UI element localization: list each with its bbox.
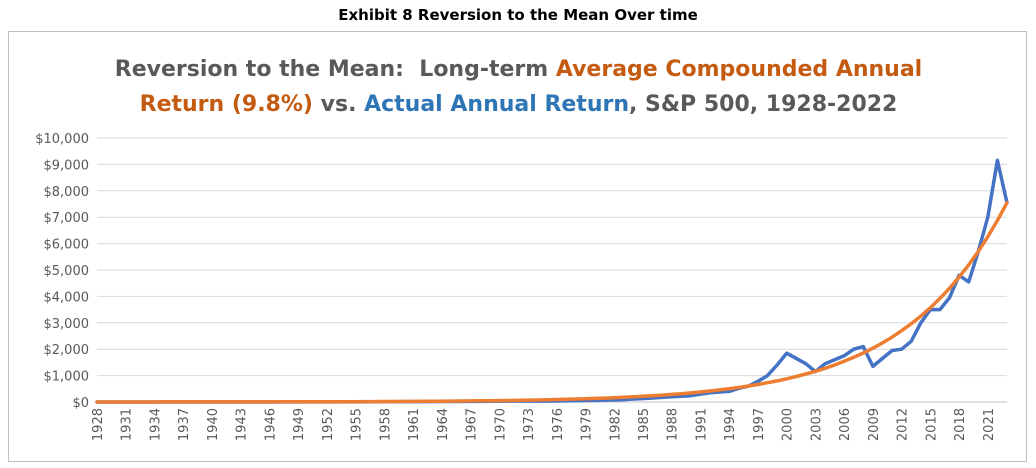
title-segment: Actual Annual Return [364,92,629,117]
x-tick-label: 1988 [666,408,681,441]
x-tick-label: 1964 [436,408,451,441]
chart-frame: Reversion to the Mean: Long-term Average… [8,31,1027,462]
chart-title-line-2: Return (9.8%) vs. Actual Annual Return, … [9,87,1028,122]
x-tick-label: 2000 [781,408,796,441]
y-tick-label: $0 [72,396,89,411]
x-tick-label: 1949 [292,408,307,441]
x-tick-label: 2006 [838,408,853,441]
gridlines [97,137,1007,403]
y-tick-label: $10,000 [35,132,89,147]
x-tick-label: 1940 [206,408,221,441]
exhibit-caption: Exhibit 8 Reversion to the Mean Over tim… [338,6,698,24]
x-tick-label: 1952 [321,408,336,441]
x-tick-label: 1982 [608,408,623,441]
x-tick-label: 1931 [120,408,135,441]
y-tick-label: $5,000 [44,264,90,279]
x-tick-label: 1973 [522,408,537,441]
chart-title: Reversion to the Mean: Long-term Average… [9,52,1028,122]
x-tick-label: 2018 [953,408,968,441]
x-tick-label: 2009 [867,408,882,441]
series-line-average-compounded-return [95,200,1009,404]
x-tick-label: 2003 [809,408,824,441]
x-tick-label: 1958 [378,408,393,441]
title-segment: , S&P 500, 1928-2022 [629,92,898,117]
series-line-actual-return [95,158,1009,404]
x-tick-label: 2015 [924,408,939,441]
y-axis-tick-labels: $0 $1,000 $2,000 $3,000 $4,000 $5,000 $6,000 $7… [35,132,89,411]
x-tick-label: 1943 [235,408,250,441]
x-tick-label: 1997 [752,408,767,441]
x-tick-label: 2012 [896,408,911,441]
title-segment: vs. [312,92,365,117]
series-lines [95,158,1009,404]
y-tick-label: $1,000 [44,370,90,385]
x-tick-label: 1994 [723,408,738,441]
chart-title-line-1: Reversion to the Mean: Long-term Average… [9,52,1028,87]
x-axis-tick-labels: 1928 1931 1934 1937 1940 1943 1946 1949 1952 1955… [91,408,997,441]
title-segment: Average Compounded Annual [555,57,923,82]
x-tick-label: 1937 [177,408,192,441]
x-tick-label: 1961 [407,408,422,441]
title-segment: Return (9.8%) [139,92,313,117]
x-tick-label: 1946 [263,408,278,441]
title-segment: Reversion to the Mean: Long-term [114,57,556,82]
y-tick-label: $7,000 [44,211,90,226]
y-tick-label: $9,000 [44,158,90,173]
y-tick-label: $4,000 [44,290,90,305]
x-tick-label: 1979 [580,408,595,441]
y-tick-label: $6,000 [44,238,90,253]
y-tick-label: $2,000 [44,343,90,358]
x-tick-label: 1970 [493,408,508,441]
x-tick-label: 1955 [350,408,365,441]
line-chart: $0 $1,000 $2,000 $3,000 $4,000 $5,000 $6,000 $7… [35,132,1009,441]
x-tick-label: 1934 [148,408,163,441]
x-tick-label: 1967 [465,408,480,441]
x-tick-label: 1991 [694,408,709,441]
x-tick-label: 1976 [551,408,566,441]
y-tick-label: $3,000 [44,317,90,332]
x-tick-label: 1985 [637,408,652,441]
x-tick-label: 2021 [982,408,997,441]
x-tick-label: 1928 [91,408,106,441]
y-tick-label: $8,000 [44,185,90,200]
